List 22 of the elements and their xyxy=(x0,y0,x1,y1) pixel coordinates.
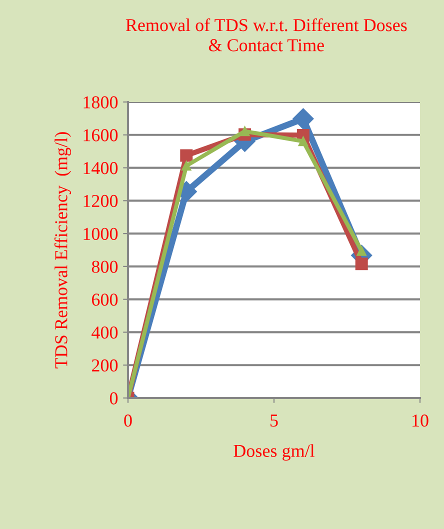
y-tick-label: 800 xyxy=(92,260,118,273)
y-axis-title: TDS Removal Efficiency (mg/l) xyxy=(54,132,72,368)
point xyxy=(292,108,314,130)
x-tick-label: 5 xyxy=(270,414,278,427)
y-tick-label: 0 xyxy=(110,392,118,404)
y-tick-label: 1000 xyxy=(84,228,118,240)
x-tick-label: 0 xyxy=(124,414,132,427)
point xyxy=(182,160,192,171)
point xyxy=(355,258,368,270)
point xyxy=(180,149,193,162)
y-tick-label: 1200 xyxy=(84,194,118,208)
y-tick-label: 1800 xyxy=(84,96,118,108)
point xyxy=(298,136,308,146)
x-axis-title: Doses gm/l xyxy=(234,444,315,461)
y-tick-label: 400 xyxy=(92,326,118,339)
point xyxy=(240,126,250,136)
y-tick-label: 600 xyxy=(92,294,118,306)
y-tick-label: 1400 xyxy=(84,162,118,174)
y-tick-label: 1600 xyxy=(84,129,118,142)
chart-title: Removal of TDS w.r.t. Different Doses & Contact Time xyxy=(126,18,407,52)
x-tick-label: 10 xyxy=(412,414,428,427)
y-tick-label: 200 xyxy=(92,359,118,372)
